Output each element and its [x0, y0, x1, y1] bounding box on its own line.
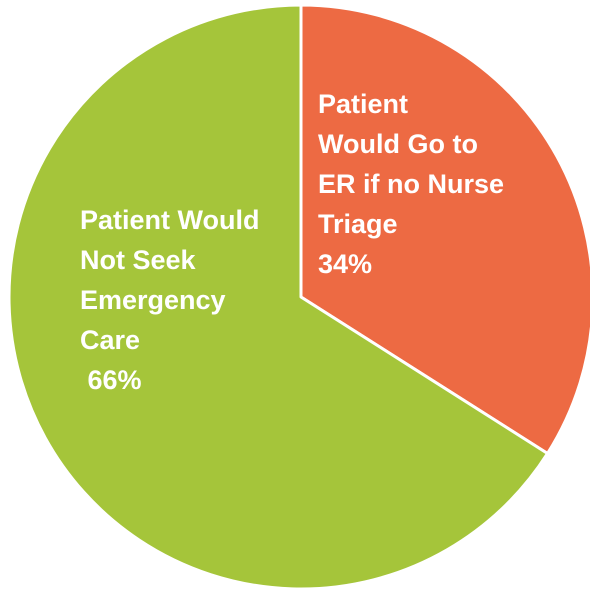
slice-label-er-line-1: Patient [318, 89, 408, 119]
slice-label-er: Patient Would Go to ER if no Nurse Triag… [318, 89, 512, 279]
slice-label-no-emergency-line-3: Emergency [80, 285, 226, 315]
slice-label-er-value: 34% [318, 249, 372, 279]
slice-label-er-line-3: ER if no Nurse [318, 169, 504, 199]
slice-label-no-emergency-value: 66% [80, 365, 142, 395]
pie-slice-no-emergency [7, 3, 550, 590]
slice-label-no-emergency: Patient Would Not Seek Emergency Care 66… [0, 0, 312, 395]
slice-label-no-emergency-line-1: Patient Would [80, 205, 260, 235]
slice-label-no-emergency-line-4: Care [80, 325, 140, 355]
slice-label-er-line-4: Triage [318, 209, 398, 239]
slice-label-er-line-2: Would Go to [318, 129, 478, 159]
slice-label-no-emergency-line-2: Not Seek [80, 245, 197, 275]
pie-slices [7, 3, 590, 590]
